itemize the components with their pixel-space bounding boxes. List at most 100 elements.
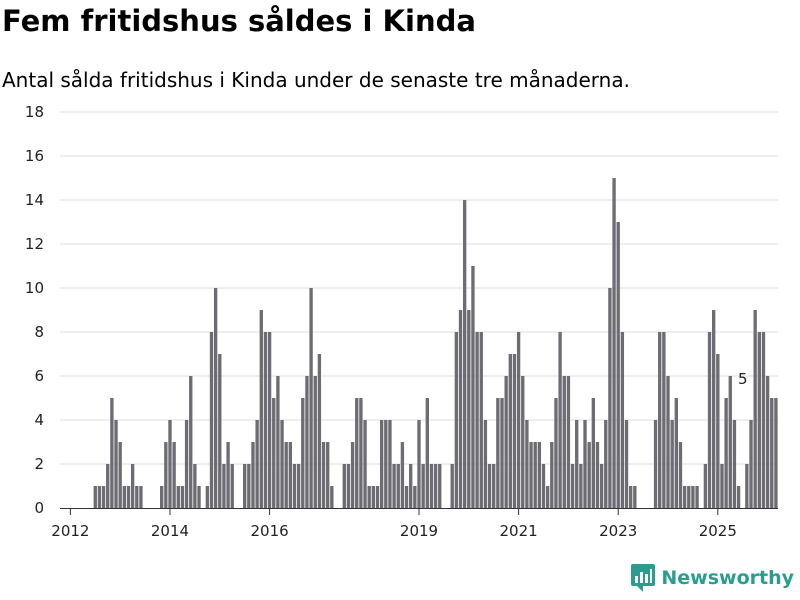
bar [450,464,454,508]
bar [575,420,579,508]
bar [251,442,255,508]
bar [487,464,492,508]
bar [413,486,417,508]
bar [342,464,346,508]
bar [558,332,562,508]
bar [628,486,633,508]
bar [301,398,305,508]
bar [425,398,429,508]
x-tick-label: 2023 [599,522,637,540]
bar [616,222,620,508]
bar [462,200,467,508]
x-tick-label: 2016 [250,522,288,540]
bar [454,332,459,508]
bar [193,464,197,508]
bar [479,332,483,508]
bar [346,464,351,508]
bar [392,464,396,508]
bar [770,398,774,508]
bar [429,464,434,508]
bar [93,486,97,508]
bar [97,486,102,508]
bar [757,332,761,508]
bar [114,420,118,508]
bar [620,332,625,508]
bar [438,464,442,508]
bar [164,442,168,508]
bar [355,398,359,508]
bar [404,486,409,508]
bar [545,486,550,508]
bar [433,464,438,508]
bar [350,442,355,508]
bar [321,442,326,508]
bar [135,486,139,508]
bar [674,398,678,508]
bar [703,464,708,508]
bar [562,376,566,508]
bar [724,398,728,508]
bar [409,464,413,508]
bar [276,376,280,508]
y-tick-label: 18 [25,103,44,121]
bar [292,464,297,508]
bar [736,486,741,508]
bar [765,376,770,508]
bar [197,486,201,508]
bar [471,266,475,508]
bar [711,310,716,508]
bar [753,310,757,508]
bar [608,288,612,508]
bar [400,442,405,508]
bar [317,354,322,508]
bar [500,398,504,508]
bar [624,420,629,508]
y-tick-label: 8 [34,323,44,341]
x-tick-label: 2021 [500,522,538,540]
bar [222,464,226,508]
bar [720,464,724,508]
bar [110,398,114,508]
bar [176,486,180,508]
bar [716,354,720,508]
x-tick-label: 2012 [51,522,89,540]
bar [226,442,230,508]
bar [379,420,384,508]
bar [367,486,371,508]
bar [259,310,263,508]
x-tick-label: 2025 [699,522,737,540]
bar [516,332,521,508]
y-tick-label: 10 [25,279,44,297]
bar [695,486,699,508]
newsworthy-brand[interactable]: Newsworthy [631,564,794,592]
bar [583,420,587,508]
bar [492,464,496,508]
bar [230,464,234,508]
bar-chart: 0 2 4 6 8 10 12 14 16 18 2012 2014 2016 2019 2021 2023 2… [25,103,778,540]
bar [496,398,500,508]
bar [541,464,546,508]
bar [139,486,143,508]
bar [504,376,508,508]
bar [761,332,766,508]
bar [691,486,695,508]
bar [653,420,658,508]
newsworthy-brand-name: Newsworthy [661,567,794,589]
bar [774,398,778,508]
newsworthy-logo-icon [631,564,656,592]
bar [707,332,712,508]
bar [678,442,683,508]
bar [533,442,537,508]
bar [595,442,600,508]
bar [130,464,135,508]
bar [359,398,363,508]
bar [570,464,575,508]
bar [313,376,317,508]
bar [587,442,591,508]
bar [529,442,533,508]
bar [330,486,334,508]
y-tick-label: 12 [25,235,44,253]
bar [384,420,388,508]
bar [363,420,367,508]
bar [612,178,616,508]
